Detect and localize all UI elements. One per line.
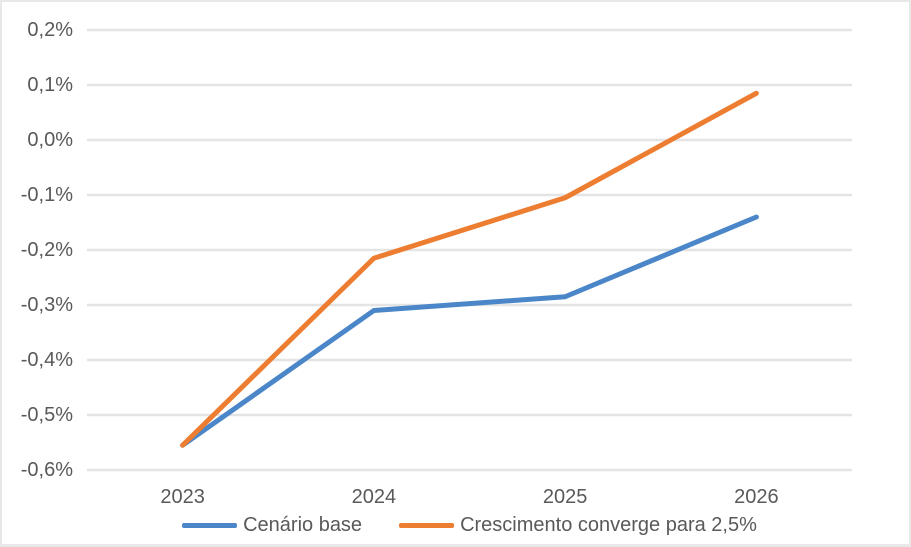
series-lines (180, 90, 759, 448)
legend: Cenário base Crescimento converge para 2… (87, 514, 852, 537)
legend-label-cenario-base: Cenário base (243, 514, 363, 536)
legend-label-crescimento-converge: Crescimento converge para 2,5% (460, 514, 757, 536)
gridlines (87, 28, 852, 472)
series-line-0 (180, 214, 759, 448)
legend-item-cenario-base: Cenário base (182, 514, 362, 537)
legend-line-swatch-orange (399, 523, 455, 528)
series-line-1 (180, 90, 759, 448)
legend-line-swatch-blue (182, 523, 238, 528)
legend-item-crescimento-converge: Crescimento converge para 2,5% (399, 514, 757, 537)
